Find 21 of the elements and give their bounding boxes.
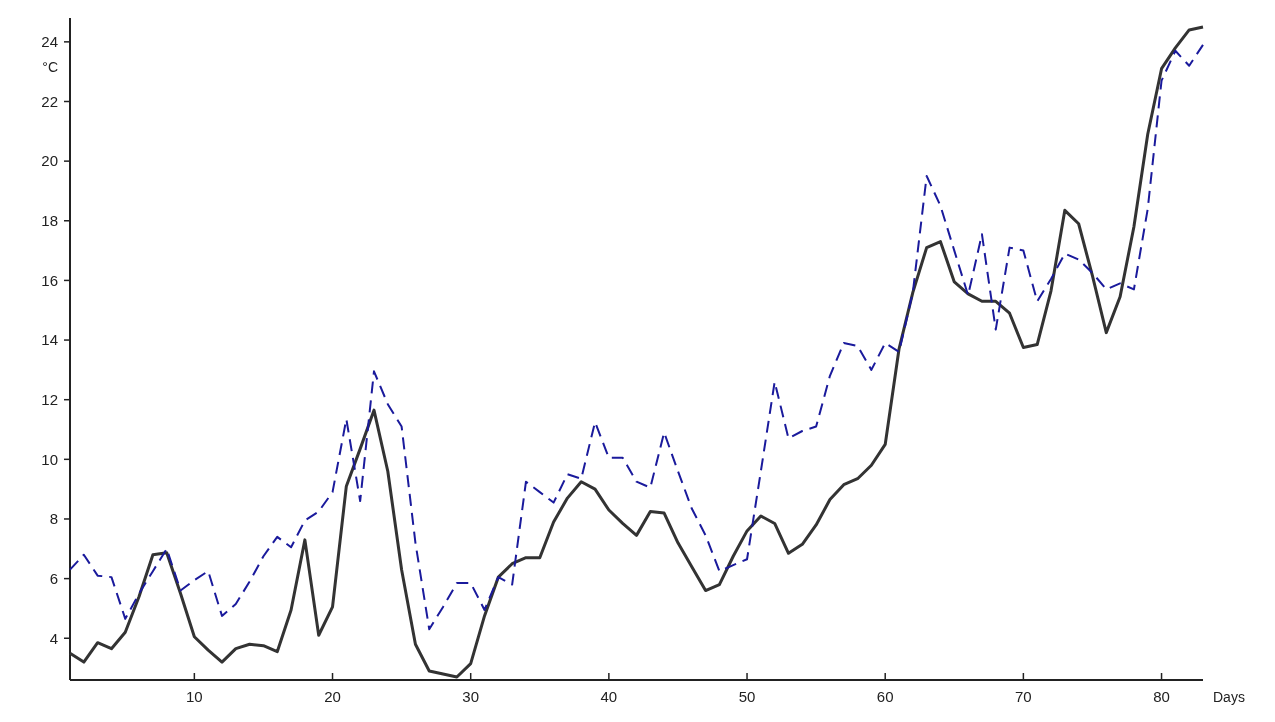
- x-tick-label: 40: [600, 688, 618, 705]
- x-tick-label: 80: [1153, 688, 1170, 705]
- y-tick-label: 18: [41, 212, 58, 230]
- y-tick-label: 12: [41, 390, 58, 408]
- y-tick-label: 4: [49, 629, 58, 647]
- y-tick-label: 10: [41, 450, 58, 468]
- y-tick-label: 14: [41, 331, 58, 349]
- x-tick-label: 50: [738, 688, 756, 705]
- y-tick-label: 16: [41, 271, 58, 289]
- y-tick-label: 22: [41, 92, 58, 110]
- x-tick-label: 60: [876, 688, 894, 705]
- x-tick-label: 10: [186, 688, 203, 705]
- x-tick-label: 20: [324, 688, 341, 705]
- y-tick-label: 8: [49, 510, 58, 528]
- x-tick-label: 70: [1015, 688, 1032, 705]
- y-axis-title: °C: [42, 58, 58, 75]
- y-tick-label: 6: [49, 569, 58, 587]
- x-axis-title: Days: [1213, 689, 1245, 705]
- x-tick-label: 30: [462, 688, 480, 705]
- y-tick-label: 24: [41, 33, 58, 51]
- y-tick-label: 20: [41, 152, 58, 170]
